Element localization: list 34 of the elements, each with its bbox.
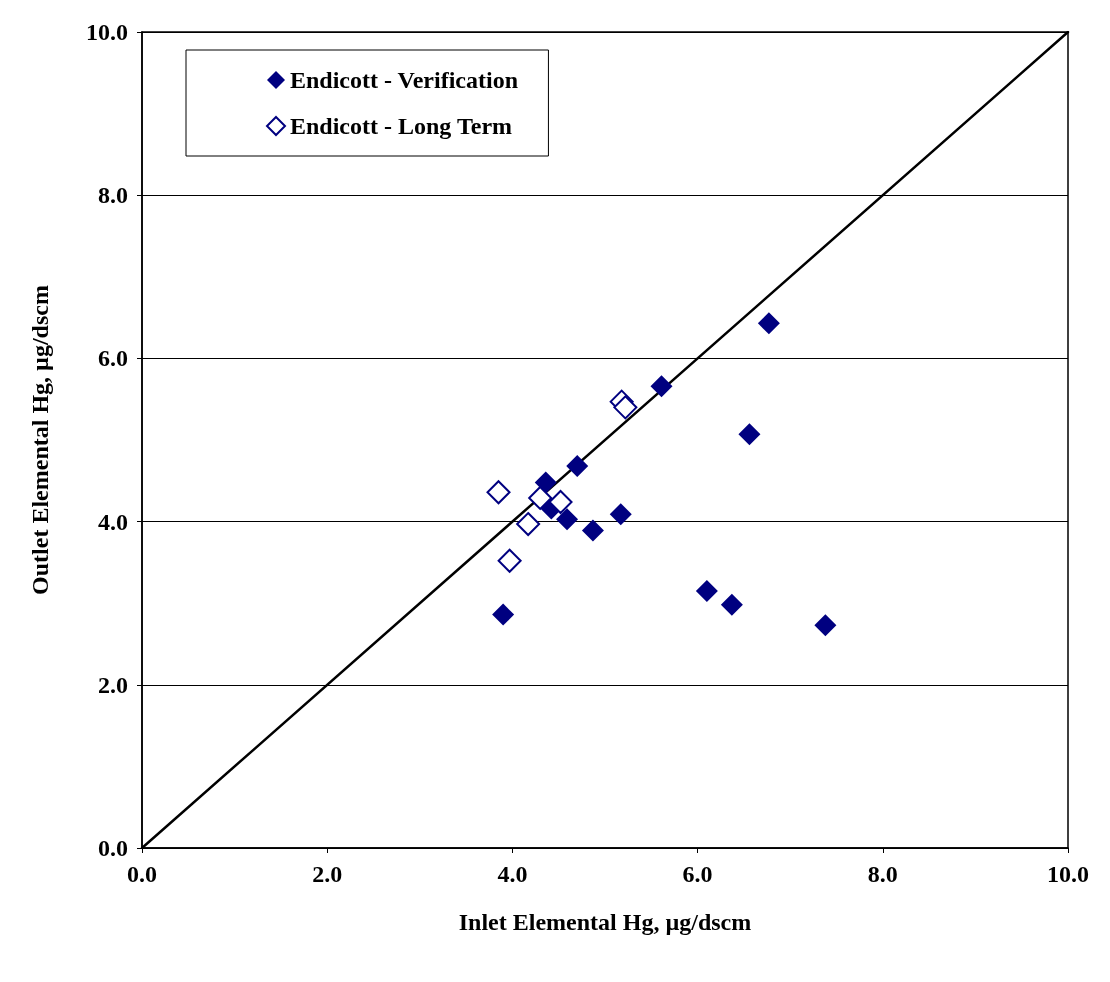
x-tick-label: 0.0 [127, 861, 157, 887]
point [738, 423, 761, 446]
y-tick-label: 0.0 [98, 835, 128, 861]
legend-label: Endicott - Long Term [290, 113, 513, 139]
x-axis-title: Inlet Elemental Hg, µg/dscm [458, 909, 752, 935]
point [486, 480, 511, 505]
point [814, 614, 837, 637]
legend-label: Endicott - Verification [290, 67, 518, 93]
point [528, 485, 553, 510]
x-tick-label: 10.0 [1047, 861, 1089, 887]
x-tick-label: 8.0 [867, 861, 898, 887]
y-tick-label: 10.0 [86, 19, 128, 45]
point [650, 375, 673, 398]
point [695, 579, 718, 602]
y-tick-label: 6.0 [98, 345, 128, 372]
point [613, 395, 638, 420]
point [516, 512, 541, 537]
point [492, 603, 515, 626]
point [534, 471, 557, 494]
y-tick-label: 4.0 [98, 508, 128, 535]
x-tick-label: 4.0 [497, 861, 528, 887]
point [720, 593, 743, 616]
point [609, 503, 632, 526]
point [556, 508, 579, 531]
y-tick-label: 8.0 [98, 182, 128, 209]
point [548, 490, 573, 515]
y-axis-title: Outlet Elemental Hg, µg/dscm [27, 285, 53, 595]
point [757, 312, 780, 335]
point [497, 548, 522, 573]
y-tick-label: 2.0 [98, 671, 128, 698]
point [566, 455, 589, 478]
x-tick-label: 6.0 [682, 861, 713, 887]
point [581, 519, 604, 542]
x-tick-label: 2.0 [312, 861, 343, 887]
